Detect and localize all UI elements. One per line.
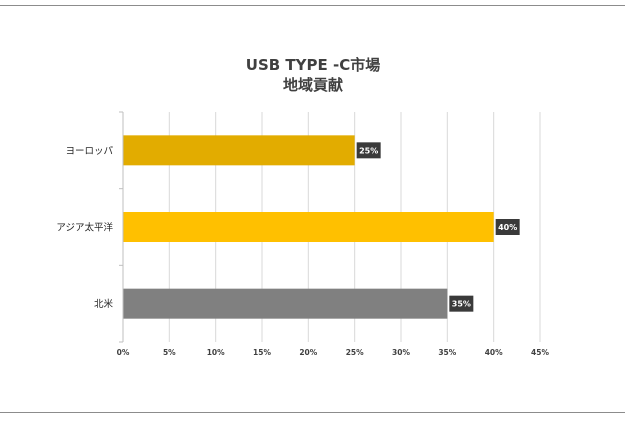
x-tick-label: 45% [531,348,549,357]
category-label: アジア太平洋 [56,222,113,234]
x-tick-label: 35% [438,348,456,357]
x-tick-label: 20% [299,348,317,357]
bar [123,135,355,166]
bar [123,212,494,242]
category-label: ヨーロッパ [65,146,113,157]
x-tick-label: 15% [253,348,271,357]
x-tick-label: 25% [346,348,364,357]
data-label-box [495,219,520,235]
bar [123,288,448,319]
labels: 0% 5% 10% 15% 20% 25% 30% 35% 40% 45% ヨーロッパ 25% アジア太… [56,142,549,357]
data-label: 40% [498,223,517,232]
data-label: 25% [359,146,378,155]
data-label-box [449,295,474,312]
top-border-line [0,5,625,6]
chart-title-line-2: 地域貢献 [283,76,343,94]
x-tick-label: 40% [485,348,503,357]
chart-title-line-1: USB TYPE -C市場 [246,56,380,74]
x-tick-label: 5% [163,348,176,357]
category-label: 北米 [94,298,114,310]
x-tick-label: 0% [117,348,130,357]
bottom-border-line [0,412,625,413]
x-tick-label: 30% [392,348,410,357]
data-label: 35% [452,300,471,309]
bars [123,135,494,319]
axes [119,111,124,343]
x-tick-label: 10% [207,348,225,357]
data-label-box [356,142,381,159]
